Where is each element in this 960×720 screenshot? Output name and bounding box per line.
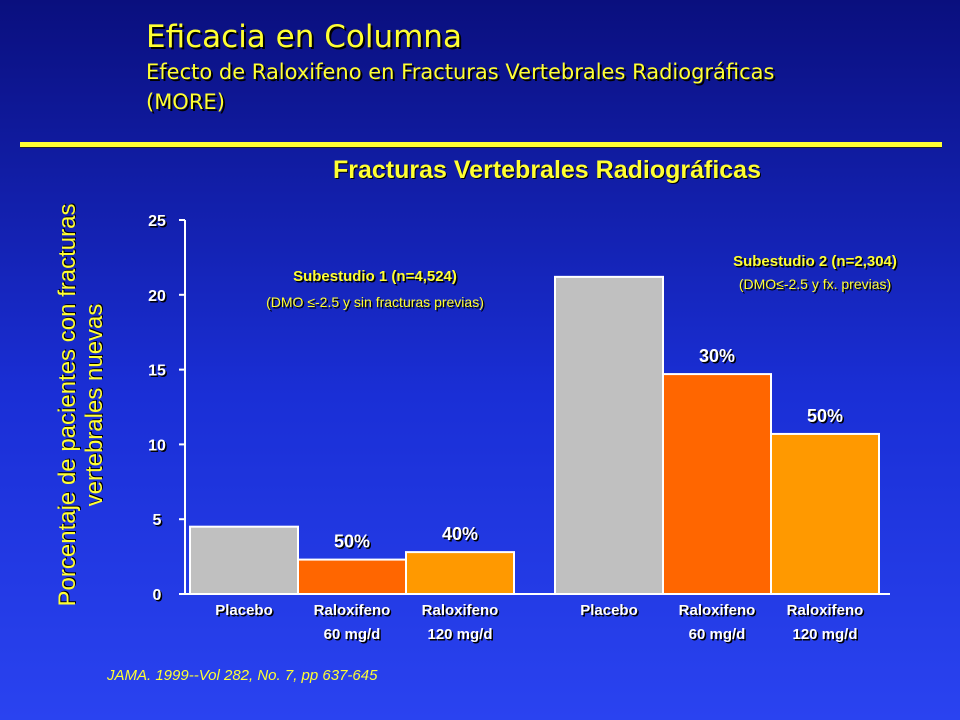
category-label-shadow: Placebo [582,604,640,621]
y-tick-label: 25 [148,213,166,230]
bar-g1-3 [405,551,515,595]
y-tick-label-shadow: 10 [150,439,168,456]
bar-g2-1 [554,275,664,595]
category-label: 60 mg/d [689,626,746,643]
y-tick-label-shadow: 0 [154,589,163,606]
group-note-1: (DMO ≤-2.5 y sin fracturas previas) [266,294,484,310]
y-tick-label-shadow: 15 [150,364,168,381]
category-label-shadow: Placebo [217,604,275,621]
category-label: Raloxifeno [422,602,499,619]
y-tick-label-shadow: 5 [154,514,163,531]
y-tick-label-shadow: 25 [150,215,168,232]
y-tick-label: 0 [153,587,162,604]
category-label-shadow: 60 mg/d [325,628,382,645]
slide-subtitle-line2: (MORE) [146,90,225,114]
category-label: 120 mg/d [427,626,492,643]
category-label: 60 mg/d [324,626,381,643]
group-title-2-shadow: Subestudio 2 (n=2,304) [735,255,899,272]
category-label-shadow: Raloxifeno [315,604,392,621]
group-note-2: (DMO≤-2.5 y fx. previas) [739,276,891,292]
y-tick-label: 10 [148,437,166,454]
category-label: Raloxifeno [679,602,756,619]
title-block: Eficacia en Columna Efecto de Raloxifeno… [146,18,775,116]
category-label-shadow: 60 mg/d [690,628,747,645]
bar-g2-3 [770,432,880,596]
category-label: Placebo [215,602,273,619]
category-label-shadow: Raloxifeno [788,604,865,621]
reduction-label-shadow: 30% [700,348,736,368]
bar-g2-2 [662,373,772,596]
reduction-label-shadow: 50% [808,407,844,427]
title-divider [20,142,942,147]
reduction-label: 40% [442,524,478,544]
category-label-shadow: Raloxifeno [423,604,500,621]
category-label: 120 mg/d [792,626,857,643]
y-tick-label: 5 [153,512,162,529]
slide-title: Eficacia en Columna [146,19,462,55]
category-label-shadow: Raloxifeno [680,604,757,621]
reduction-label-shadow: 40% [443,526,479,546]
group-title-2: Subestudio 2 (n=2,304) [733,253,897,270]
reduction-label: 50% [334,532,370,552]
bar-g1-2 [297,558,407,595]
group-note-1-shadow: (DMO ≤-2.5 y sin fracturas previas) [268,296,486,312]
reduction-label: 30% [699,346,735,366]
y-tick-label: 20 [148,288,166,305]
category-label: Raloxifeno [314,602,391,619]
bar-g1-1 [189,525,299,595]
category-label: Raloxifeno [787,602,864,619]
reduction-label: 50% [807,406,843,426]
y-tick-label-shadow: 20 [150,289,168,306]
group-title-1-shadow: Subestudio 1 (n=4,524) [295,270,459,287]
slide-subtitle-line1: Efecto de Raloxifeno en Fracturas Verteb… [146,60,775,84]
chart-title: Fracturas Vertebrales Radiográficas [333,156,761,184]
reduction-label-shadow: 50% [335,533,371,553]
y-tick-label: 15 [148,363,166,380]
category-label-shadow: 120 mg/d [429,628,494,645]
citation: JAMA. 1999--Vol 282, No. 7, pp 637-645 [107,667,378,684]
group-note-2-shadow: (DMO≤-2.5 y fx. previas) [740,278,892,294]
group-title-1: Subestudio 1 (n=4,524) [293,268,457,285]
category-label-shadow: 120 mg/d [794,628,859,645]
category-label: Placebo [580,602,638,619]
